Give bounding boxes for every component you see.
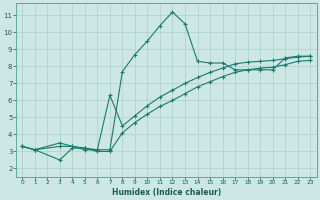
- X-axis label: Humidex (Indice chaleur): Humidex (Indice chaleur): [112, 188, 221, 197]
